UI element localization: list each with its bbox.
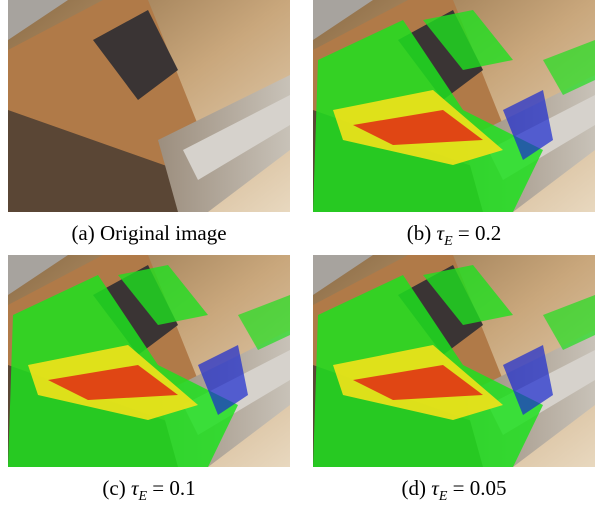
caption-text: = 0.1 (152, 476, 195, 500)
symbol: τ (431, 476, 439, 500)
panel: (b) τE = 0.2 (313, 0, 595, 250)
panel: (a) Original image (8, 0, 290, 246)
figure: (a) Original image (b) τE = 0.2 (c) τE =… (0, 0, 599, 503)
heatmap-image (8, 255, 290, 467)
subscript: E (439, 489, 448, 504)
subscript: E (138, 489, 147, 504)
caption-text: = 0.2 (458, 221, 501, 245)
caption-text: = 0.05 (453, 476, 507, 500)
symbol: τ (437, 221, 445, 245)
caption: (c) τE = 0.1 (8, 476, 290, 505)
subscript: E (444, 234, 453, 249)
caption: (d) τE = 0.05 (313, 476, 595, 505)
panel-label: (b) (407, 221, 432, 245)
panel-label: (c) (102, 476, 125, 500)
caption: (b) τE = 0.2 (313, 221, 595, 250)
caption: (a) Original image (8, 221, 290, 246)
caption-text: Original image (100, 221, 227, 245)
panel-label: (d) (402, 476, 427, 500)
heatmap-image (313, 255, 595, 467)
heatmap-image (313, 0, 595, 212)
panel: (c) τE = 0.1 (8, 255, 290, 505)
panel: (d) τE = 0.05 (313, 255, 595, 505)
original-image (8, 0, 290, 212)
panel-label: (a) (71, 221, 94, 245)
